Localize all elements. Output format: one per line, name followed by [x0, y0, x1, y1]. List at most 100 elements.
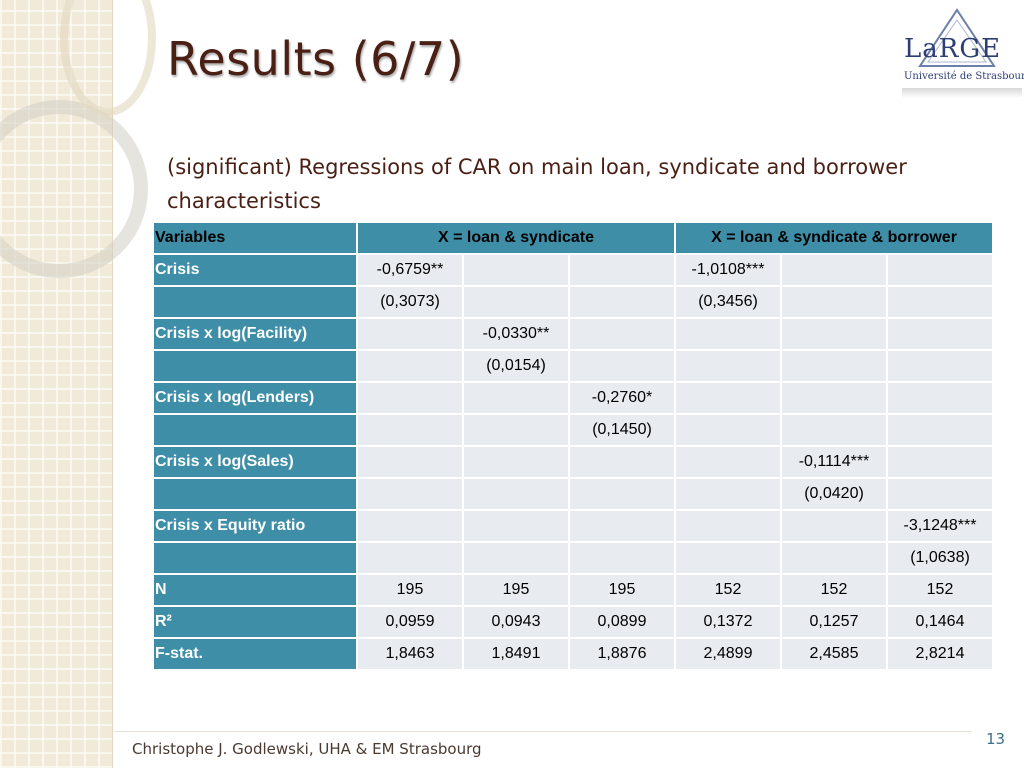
table-cell [782, 543, 886, 573]
row-label: F-stat. [154, 639, 356, 669]
table-cell [570, 255, 674, 285]
table-cell [464, 511, 568, 541]
table-cell: 152 [888, 575, 992, 605]
table-cell [888, 255, 992, 285]
table-cell [358, 415, 462, 445]
table-cell: (0,0420) [782, 479, 886, 509]
table-cell: 2,4585 [782, 639, 886, 669]
table-cell [358, 319, 462, 349]
table-cell: (1,0638) [888, 543, 992, 573]
table-row: N 195 195 195 152 152 152 [154, 575, 992, 605]
table-row: (0,3073) (0,3456) [154, 287, 992, 317]
table-row: Crisis x log(Facility) -0,0330** [154, 319, 992, 349]
table-row: (0,0420) [154, 479, 992, 509]
header-group-loan-syndicate-borrower: X = loan & syndicate & borrower [676, 223, 992, 253]
table-row: (0,1450) [154, 415, 992, 445]
table-cell: 2,4899 [676, 639, 780, 669]
table-cell: 1,8463 [358, 639, 462, 669]
table-cell [570, 447, 674, 477]
table-cell [570, 511, 674, 541]
table-cell [358, 351, 462, 381]
table-cell [888, 351, 992, 381]
table-cell [676, 383, 780, 413]
row-label: Crisis x log(Sales) [154, 447, 356, 477]
table-cell [464, 543, 568, 573]
table-cell [676, 543, 780, 573]
table-cell [888, 415, 992, 445]
table-cell [464, 415, 568, 445]
table-cell [782, 511, 886, 541]
row-label: Crisis x log(Lenders) [154, 383, 356, 413]
table-cell [358, 479, 462, 509]
table-cell: -3,1248*** [888, 511, 992, 541]
logo-name: LaRGE [904, 34, 1002, 64]
table-cell [676, 511, 780, 541]
table-cell [888, 287, 992, 317]
header-group-loan-syndicate: X = loan & syndicate [358, 223, 674, 253]
table-row: F-stat. 1,8463 1,8491 1,8876 2,4899 2,4585 2,8… [154, 639, 992, 669]
table-cell: 0,1464 [888, 607, 992, 637]
table-cell: -0,6759** [358, 255, 462, 285]
table-cell [782, 351, 886, 381]
table-cell: (0,1450) [570, 415, 674, 445]
table-cell: (0,0154) [464, 351, 568, 381]
table-cell: 195 [464, 575, 568, 605]
row-label [154, 287, 356, 317]
table-cell [464, 255, 568, 285]
table-cell: -0,0330** [464, 319, 568, 349]
table-cell [782, 319, 886, 349]
row-label: Crisis x log(Facility) [154, 319, 356, 349]
table-cell [676, 479, 780, 509]
large-logo: LaRGE Université de Strasbourg [902, 8, 1024, 98]
logo-shadow [902, 88, 1022, 98]
table-cell: 1,8876 [570, 639, 674, 669]
row-label: Crisis [154, 255, 356, 285]
regression-table: Variables X = loan & syndicate X = loan … [152, 221, 994, 671]
table-cell: 0,1257 [782, 607, 886, 637]
decorative-ring [60, 0, 156, 116]
row-label [154, 543, 356, 573]
slide-subtitle: (significant) Regressions of CAR on main… [167, 155, 907, 213]
logo-subtitle: Université de Strasbourg [904, 71, 1024, 82]
table-cell: 0,1372 [676, 607, 780, 637]
table-cell [782, 255, 886, 285]
table-cell: 195 [358, 575, 462, 605]
slide-footer: Christophe J. Godlewski, UHA & EM Strasb… [132, 740, 482, 758]
table-cell [570, 543, 674, 573]
table-body: Crisis -0,6759** -1,0108*** (0,3073) (0,3456… [154, 255, 992, 669]
table-row: Crisis -0,6759** -1,0108*** [154, 255, 992, 285]
table-cell: -0,1114*** [782, 447, 886, 477]
table-cell [782, 415, 886, 445]
table-cell: 0,0959 [358, 607, 462, 637]
table-row: Crisis x log(Sales) -0,1114*** [154, 447, 992, 477]
table-cell [464, 479, 568, 509]
table-row: (1,0638) [154, 543, 992, 573]
table-cell [782, 383, 886, 413]
row-label [154, 479, 356, 509]
table-cell [888, 319, 992, 349]
table-cell [570, 479, 674, 509]
row-label: Crisis x Equity ratio [154, 511, 356, 541]
table-cell [358, 511, 462, 541]
table-cell [782, 287, 886, 317]
table-cell [888, 479, 992, 509]
table-row: Crisis x Equity ratio -3,1248*** [154, 511, 992, 541]
table-cell: 195 [570, 575, 674, 605]
table-cell [676, 447, 780, 477]
table-cell [570, 319, 674, 349]
table-cell: 0,0943 [464, 607, 568, 637]
table-cell: 2,8214 [888, 639, 992, 669]
header-variables: Variables [154, 223, 356, 253]
table-cell: (0,3456) [676, 287, 780, 317]
table-row: R² 0,0959 0,0943 0,0899 0,1372 0,1257 0,1464 [154, 607, 992, 637]
table-cell [570, 351, 674, 381]
table-cell [676, 319, 780, 349]
table-cell [358, 383, 462, 413]
table-cell [888, 383, 992, 413]
divider [112, 731, 972, 732]
table-cell: 0,0899 [570, 607, 674, 637]
table-cell [570, 287, 674, 317]
slide-title: Results (6/7) [167, 32, 465, 86]
table-cell [358, 543, 462, 573]
table-cell [676, 415, 780, 445]
